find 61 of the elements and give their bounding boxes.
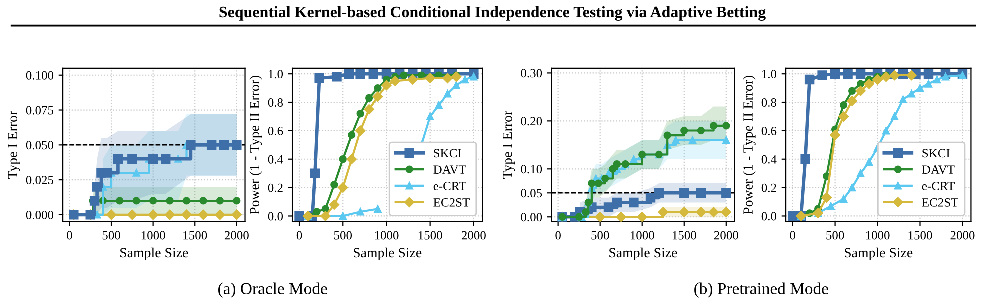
y-tick-label: 0.2 (762, 184, 776, 192)
x-tick-label: 500 (592, 231, 610, 240)
y-tick-label: 0.8 (268, 98, 284, 108)
legend-label: SKCI (922, 149, 950, 158)
y-tick-label: 0.000 (26, 210, 54, 220)
legend-label: DAVT (922, 166, 955, 174)
x-axis-title: Sample Size (610, 248, 678, 260)
y-tick-label: 0.100 (26, 71, 54, 80)
legend-label: DAVT (434, 166, 466, 174)
y-tick-label: 0.050 (26, 141, 54, 150)
x-tick-label: 2000 (224, 231, 249, 240)
x-tick-label: 1500 (184, 231, 208, 240)
y-tick-label: 0.0 (762, 212, 777, 221)
y-axis-title: Type I Error (503, 111, 516, 180)
y-tick-label: 0.4 (762, 155, 777, 164)
y-tick-label: 0.2 (268, 184, 283, 192)
y-tick-label: 1.0 (268, 70, 284, 79)
y-tick-label: 0.6 (762, 126, 777, 136)
x-tick-label: 2000 (714, 231, 738, 240)
legend-label: EC2ST (434, 198, 470, 207)
x-tick-label: 500 (826, 231, 844, 240)
y-tick-label: 0.0 (268, 212, 284, 221)
y-tick-label: 0.20 (521, 117, 542, 126)
x-tick-label: 1500 (418, 231, 442, 240)
x-tick-label: 1000 (866, 231, 890, 240)
text: (b) Pretrained Mode (694, 282, 828, 298)
x-tick-label: 2000 (462, 231, 486, 240)
x-tick-label: 500 (334, 231, 352, 240)
y-axis-title: Power (1 - Type II Error) (250, 76, 262, 215)
y-tick-label: 0.8 (762, 98, 777, 108)
legend-label: e-CRT (922, 182, 955, 190)
x-axis-title: Sample Size (120, 248, 188, 260)
y-tick-label: 0.00 (521, 213, 542, 222)
y-tick-label: 0.6 (268, 126, 284, 136)
y-tick-label: 0.05 (521, 189, 542, 198)
x-tick-label: 0 (296, 231, 302, 240)
y-axis-title: Type I Error (8, 111, 20, 180)
x-tick-label: 0 (556, 231, 561, 240)
x-tick-label: 0 (790, 231, 796, 240)
x-tick-label: 1000 (630, 231, 654, 240)
y-tick-label: 0.30 (521, 69, 542, 78)
y-tick-label: 0.075 (26, 106, 54, 115)
x-tick-label: 1000 (142, 231, 166, 240)
legend-label: EC2ST (922, 198, 959, 207)
x-tick-label: 1000 (375, 231, 399, 240)
legend-label: e-CRT (434, 182, 466, 190)
x-tick-label: 1500 (672, 231, 696, 240)
y-tick-label: 0.4 (268, 155, 284, 164)
text: (a) Oracle Mode (218, 282, 328, 298)
y-axis-title: Power (1 - Type II Error) (743, 76, 756, 215)
text: Sequential Kernel-based Conditional Independence Testing via Adaptive Betting (220, 6, 766, 21)
y-tick-label: 0.025 (26, 176, 54, 185)
x-axis-title: Sample Size (354, 248, 422, 260)
y-tick-label: 1.0 (762, 70, 777, 79)
y-tick-label: 0.10 (521, 165, 542, 174)
x-tick-label: 1500 (908, 231, 932, 240)
legend-label: SKCI (434, 149, 462, 158)
x-tick-label: 2000 (950, 231, 975, 240)
x-tick-label: 0 (67, 231, 72, 240)
x-axis-title: Sample Size (845, 248, 913, 260)
x-tick-label: 500 (102, 231, 120, 240)
